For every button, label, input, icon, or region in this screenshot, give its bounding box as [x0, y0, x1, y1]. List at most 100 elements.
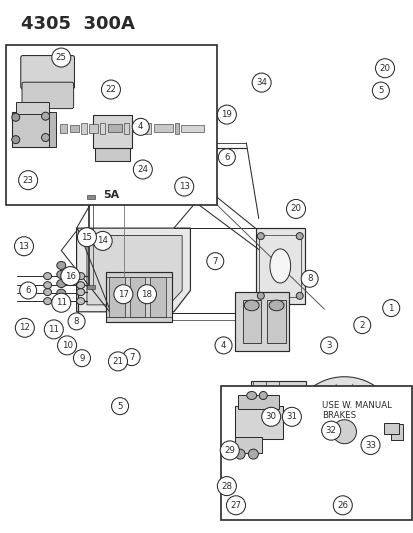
Ellipse shape	[248, 449, 258, 459]
Circle shape	[174, 177, 193, 196]
Text: 23: 23	[23, 176, 33, 184]
Circle shape	[108, 352, 127, 371]
Circle shape	[68, 313, 85, 330]
Bar	[145, 123, 151, 134]
Circle shape	[319, 407, 368, 456]
Polygon shape	[76, 228, 190, 312]
Bar	[175, 123, 179, 134]
Text: 5A: 5A	[103, 190, 120, 200]
Circle shape	[332, 496, 351, 515]
FancyBboxPatch shape	[21, 55, 74, 89]
Ellipse shape	[246, 391, 256, 400]
Text: 28: 28	[221, 482, 232, 490]
Ellipse shape	[257, 292, 263, 300]
Text: 5: 5	[377, 86, 383, 95]
Text: 24: 24	[137, 165, 148, 174]
Ellipse shape	[57, 261, 66, 270]
Circle shape	[214, 337, 232, 354]
Text: USE W. MANUAL
BRAKES: USE W. MANUAL BRAKES	[321, 401, 391, 420]
Text: 8: 8	[74, 317, 79, 326]
Circle shape	[282, 407, 301, 426]
Bar	[89, 124, 97, 133]
Bar	[154, 124, 172, 132]
Text: 2: 2	[358, 321, 364, 329]
Text: 18: 18	[141, 290, 152, 298]
Ellipse shape	[296, 292, 302, 300]
Text: 22: 22	[105, 85, 116, 94]
Circle shape	[52, 293, 71, 312]
Bar	[129, 277, 145, 317]
Circle shape	[371, 82, 389, 99]
Ellipse shape	[43, 281, 52, 289]
Text: 8: 8	[306, 274, 312, 283]
Ellipse shape	[76, 288, 85, 296]
Text: 4: 4	[220, 341, 226, 350]
Bar	[255, 228, 304, 304]
Text: 31: 31	[286, 413, 297, 421]
Circle shape	[101, 80, 120, 99]
Text: 29: 29	[224, 446, 235, 455]
Bar	[87, 285, 95, 289]
Text: 15: 15	[81, 233, 92, 241]
Ellipse shape	[76, 297, 85, 305]
Text: 7: 7	[212, 257, 218, 265]
Circle shape	[19, 282, 37, 299]
Text: 27: 27	[230, 501, 241, 510]
Bar	[242, 300, 261, 343]
Bar	[181, 125, 204, 132]
Circle shape	[133, 160, 152, 179]
Circle shape	[44, 320, 63, 339]
Text: 12: 12	[19, 324, 30, 332]
Circle shape	[73, 350, 90, 367]
Text: 13: 13	[178, 182, 189, 191]
Bar	[390, 424, 402, 440]
Circle shape	[111, 398, 128, 415]
Circle shape	[353, 317, 370, 334]
Ellipse shape	[43, 297, 52, 305]
Ellipse shape	[76, 281, 85, 289]
Bar	[235, 406, 282, 439]
Text: 1: 1	[387, 304, 393, 312]
Ellipse shape	[41, 112, 50, 120]
Text: 9: 9	[79, 354, 84, 362]
Bar	[267, 300, 285, 343]
Text: 30: 30	[265, 413, 276, 421]
Bar	[235, 292, 288, 351]
Text: 11: 11	[56, 298, 66, 307]
Ellipse shape	[76, 272, 85, 280]
Text: 26: 26	[337, 501, 347, 510]
Circle shape	[300, 270, 318, 287]
Bar	[6, 45, 217, 205]
Bar	[105, 272, 171, 322]
Bar	[60, 124, 67, 133]
Circle shape	[57, 336, 76, 355]
Text: 19: 19	[221, 110, 232, 119]
Ellipse shape	[244, 300, 259, 311]
Text: 34: 34	[256, 78, 266, 87]
Text: 4: 4	[138, 123, 143, 131]
Bar	[259, 235, 301, 297]
Bar	[124, 123, 129, 134]
Ellipse shape	[269, 249, 290, 283]
Text: 21: 21	[112, 357, 123, 366]
Text: 20: 20	[379, 64, 389, 72]
Bar	[250, 381, 306, 407]
Bar	[247, 406, 310, 439]
Ellipse shape	[296, 232, 302, 240]
Text: 13: 13	[19, 242, 29, 251]
Bar	[16, 102, 49, 114]
Ellipse shape	[57, 270, 66, 279]
Circle shape	[114, 285, 133, 304]
Circle shape	[218, 149, 235, 166]
Circle shape	[19, 171, 38, 190]
Circle shape	[132, 118, 149, 135]
Ellipse shape	[57, 279, 66, 288]
Bar	[69, 125, 78, 132]
Bar	[235, 437, 261, 453]
Text: 14: 14	[97, 237, 108, 245]
Text: 17: 17	[118, 290, 128, 298]
Ellipse shape	[12, 135, 20, 144]
Circle shape	[217, 477, 236, 496]
Bar	[109, 277, 124, 317]
Bar	[81, 123, 87, 134]
